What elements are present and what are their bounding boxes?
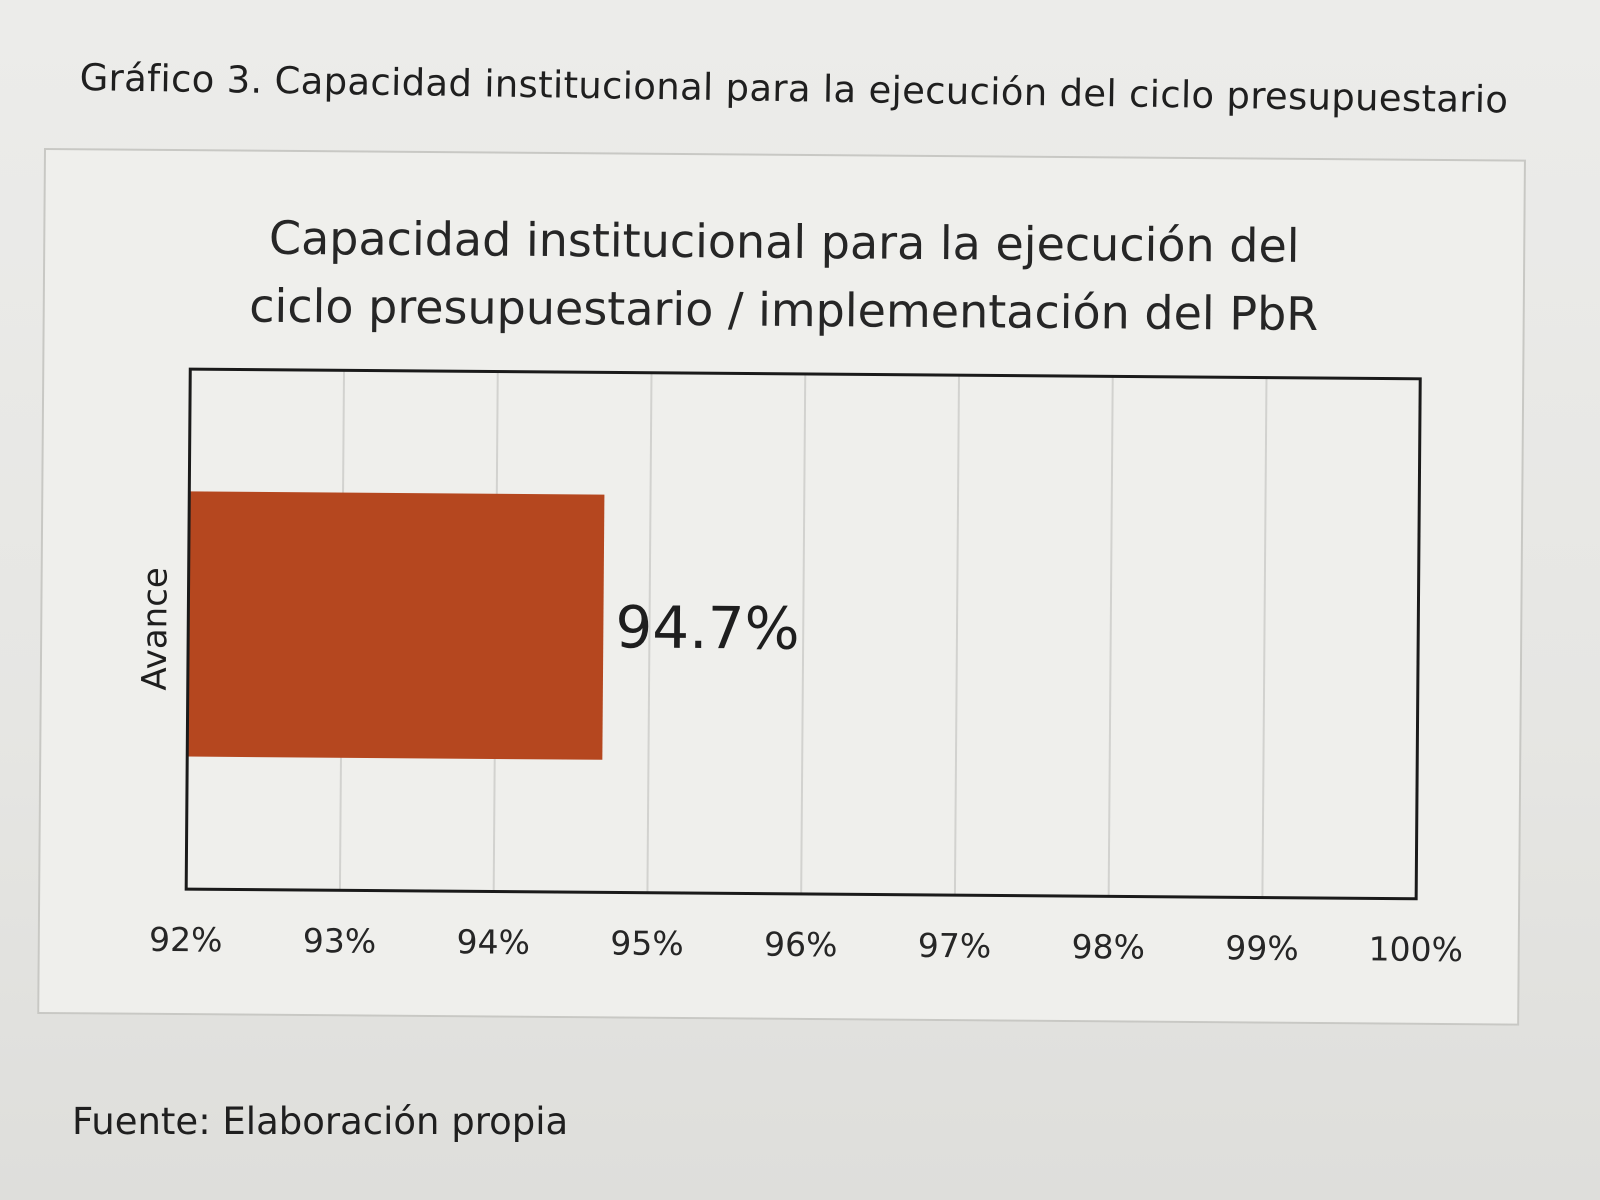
plot-area-border [184, 367, 1422, 901]
bar-avance [187, 491, 605, 760]
gridline [646, 372, 653, 893]
x-axis-ticks: 92% 93% 94% 95% 96% 97% 98% 99% 100% [149, 920, 1463, 969]
gridline [1107, 376, 1114, 897]
figure-caption: Gráfico 3. Capacidad institucional para … [79, 56, 1509, 122]
bar-data-label: 94.7% [615, 593, 800, 662]
y-axis-label: Avance [135, 567, 176, 691]
gridline [800, 373, 807, 894]
x-tick-label: 92% [149, 920, 223, 960]
x-tick-label: 96% [764, 925, 838, 965]
gridline [953, 375, 960, 896]
x-tick-label: 93% [303, 921, 377, 961]
bars: 94.7% [187, 491, 800, 760]
x-tick-label: 95% [610, 923, 684, 963]
gridline [1261, 377, 1268, 898]
x-tick-label: 99% [1225, 928, 1299, 968]
x-tick-label: 98% [1071, 927, 1145, 967]
x-tick-label: 94% [456, 922, 530, 962]
figure-source: Fuente: Elaboración propia [72, 1100, 569, 1143]
x-tick-label: 100% [1368, 929, 1463, 969]
chart-frame: Capacidad institucional para la ejecució… [37, 148, 1526, 1026]
bar-chart: 94.7% 92% 93% 94% 95% 96% 97% 98% 99% 100% Avanc… [135, 367, 1463, 969]
x-tick-label: 97% [918, 926, 992, 966]
gridlines [338, 370, 1268, 898]
